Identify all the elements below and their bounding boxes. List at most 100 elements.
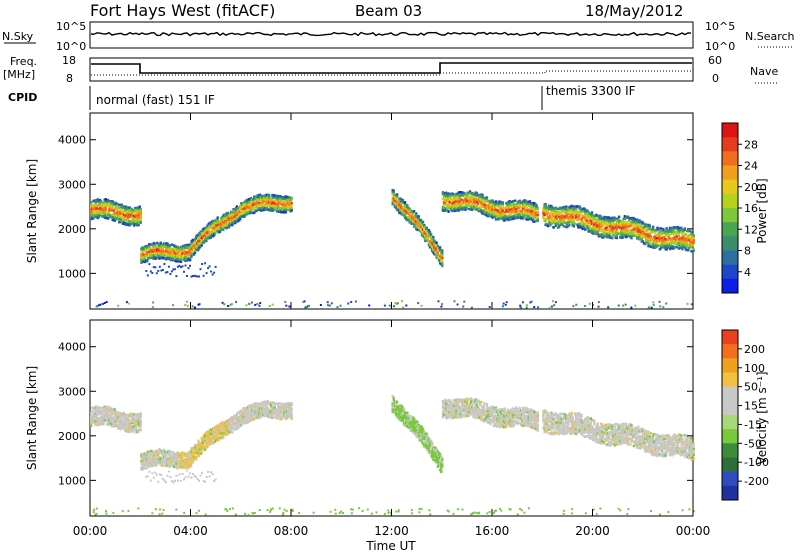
echo-cell xyxy=(684,242,687,245)
echo-cell xyxy=(457,209,460,212)
echo-cell xyxy=(630,224,633,227)
echo-cell xyxy=(258,194,262,198)
echo-cell xyxy=(536,216,539,219)
echo-cell xyxy=(265,198,268,202)
echo-cell xyxy=(572,209,576,212)
echo-cell xyxy=(415,212,418,215)
echo-cell xyxy=(489,210,492,213)
echo-cell xyxy=(108,421,111,424)
echo-cell xyxy=(178,264,181,267)
echo-cell xyxy=(151,250,154,254)
echo-cell xyxy=(560,223,563,226)
echo-cell xyxy=(544,220,547,223)
echo-cell xyxy=(501,210,504,214)
echo-cell xyxy=(99,418,102,421)
echo-cell xyxy=(400,200,403,203)
echo-cell xyxy=(630,236,633,240)
echo-cell xyxy=(659,239,663,243)
echo-cell xyxy=(597,305,600,308)
echo-cell xyxy=(151,306,154,308)
echo-cell xyxy=(530,300,533,303)
echo-cell xyxy=(571,214,574,217)
echo-cell xyxy=(121,426,124,430)
echo-cell xyxy=(579,212,582,216)
echo-cell xyxy=(542,216,545,219)
echo-cell xyxy=(546,224,550,228)
echo-cell xyxy=(552,217,555,221)
echo-cell xyxy=(437,300,440,303)
echo-cell xyxy=(640,229,643,232)
echo-cell xyxy=(423,227,426,230)
echo-cell xyxy=(423,223,426,227)
echo-cell xyxy=(667,242,670,245)
echo-cell xyxy=(515,210,518,214)
echo-cell xyxy=(119,422,122,425)
echo-cell xyxy=(167,265,170,268)
echo-cell xyxy=(415,220,418,223)
echo-cell xyxy=(418,222,421,225)
echo-cell xyxy=(604,228,607,232)
echo-cell xyxy=(656,244,659,247)
echo-cell xyxy=(255,197,258,201)
echo-cell xyxy=(448,203,451,206)
echo-cell xyxy=(101,302,104,305)
echo-cell xyxy=(111,419,114,423)
echo-cell xyxy=(618,215,621,219)
echo-cell xyxy=(563,215,566,218)
echo-cell xyxy=(280,201,283,205)
echo-cell xyxy=(91,215,94,219)
echo-cell xyxy=(246,212,249,216)
echo-cell xyxy=(120,208,123,212)
echo-cell xyxy=(601,217,604,221)
echo-cell xyxy=(568,220,571,224)
echo-cell xyxy=(480,209,483,212)
echo-cell xyxy=(152,266,155,269)
echo-cell xyxy=(441,303,443,306)
echo-cell xyxy=(91,213,94,217)
echo-cell xyxy=(451,202,455,205)
echo-cell xyxy=(667,230,670,234)
echo-cell xyxy=(97,203,101,206)
echo-cell xyxy=(169,249,172,252)
echo-cell xyxy=(567,221,570,225)
echo-cell xyxy=(668,243,672,247)
echo-cell xyxy=(577,225,580,228)
echo-cell xyxy=(198,238,201,241)
echo-cell xyxy=(448,194,451,197)
echo-cell xyxy=(521,301,524,304)
echo-cell xyxy=(677,233,681,237)
echo-cell xyxy=(142,247,145,251)
echo-cell xyxy=(485,205,489,209)
echo-cell xyxy=(125,421,128,424)
echo-cell xyxy=(187,258,190,261)
echo-cell xyxy=(607,220,611,223)
echo-cell xyxy=(117,427,120,430)
echo-cell xyxy=(147,252,150,255)
echo-cell xyxy=(659,305,662,308)
echo-cell xyxy=(271,207,274,211)
echo-cell xyxy=(596,218,599,222)
echo-cell xyxy=(199,233,202,236)
echo-cell xyxy=(125,301,128,304)
echo-cell xyxy=(176,246,179,249)
echo-cell xyxy=(160,269,163,272)
echo-cell xyxy=(554,224,557,227)
echo-cell xyxy=(503,216,507,219)
echo-cell xyxy=(612,226,615,230)
echo-cell xyxy=(522,217,525,220)
echo-cell xyxy=(527,208,530,211)
echo-cell xyxy=(663,231,666,235)
echo-cell xyxy=(593,229,596,233)
echo-cell xyxy=(272,196,275,200)
echo-cell xyxy=(690,303,693,306)
echo-cell xyxy=(451,198,455,202)
echo-cell xyxy=(245,199,248,202)
echo-cell xyxy=(456,205,459,209)
echo-cell xyxy=(619,226,622,229)
echo-cell xyxy=(615,231,618,235)
echo-cell xyxy=(456,303,459,306)
echo-cell xyxy=(235,219,238,222)
echo-cell xyxy=(396,203,399,206)
echo-cell xyxy=(191,305,194,308)
echo-cell xyxy=(500,210,503,213)
